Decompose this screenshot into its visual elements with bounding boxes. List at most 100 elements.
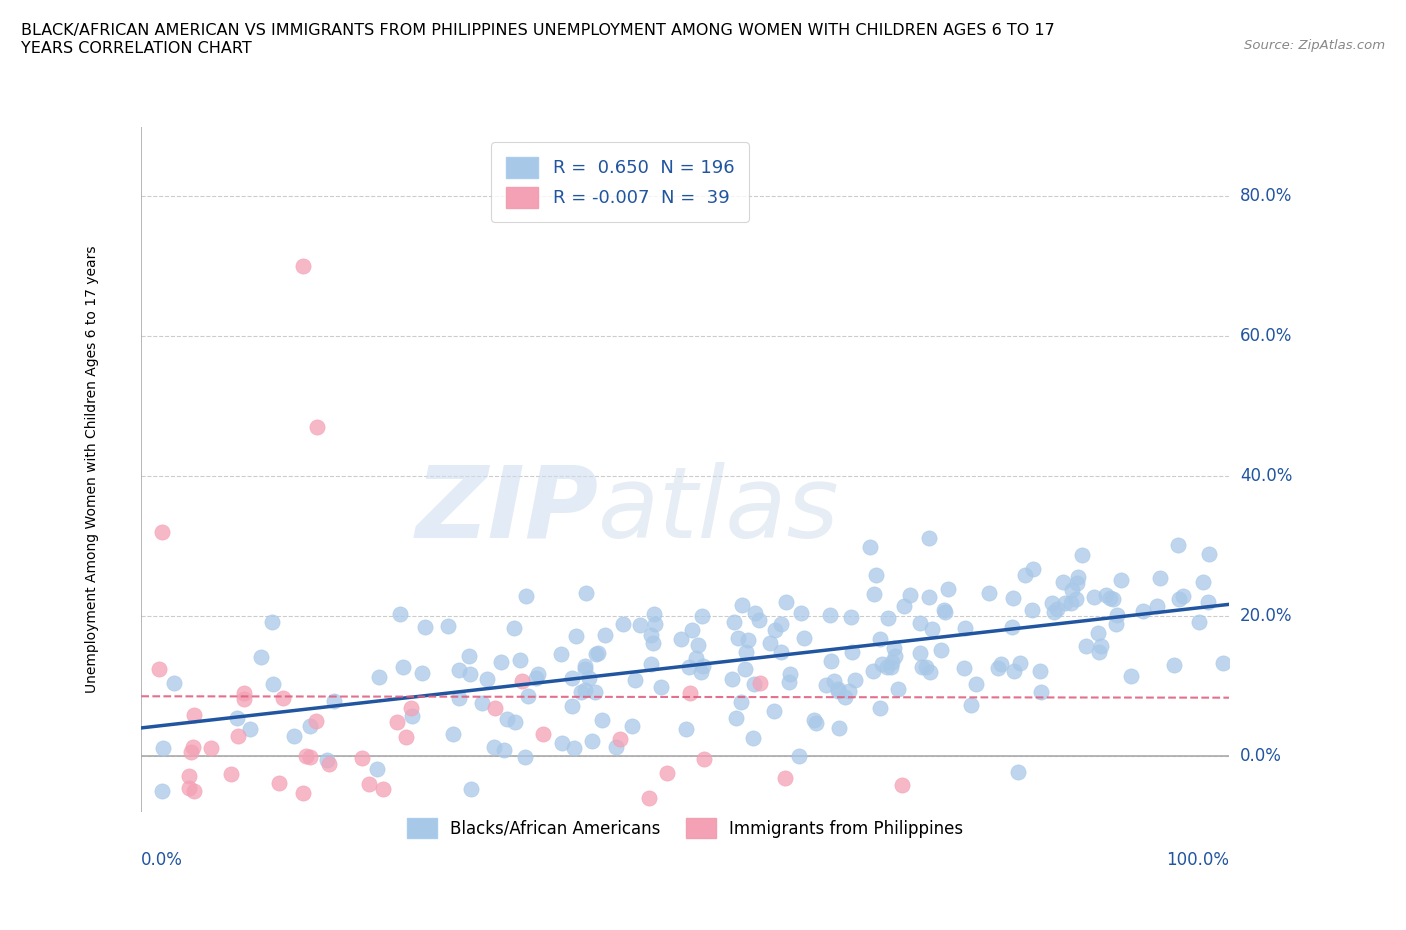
- Point: [305, 419, 328, 434]
- Point: [471, 696, 494, 711]
- Point: [880, 659, 903, 674]
- Text: ZIP: ZIP: [415, 461, 598, 559]
- Point: [304, 714, 326, 729]
- Point: [838, 684, 860, 698]
- Point: [884, 649, 907, 664]
- Point: [575, 586, 598, 601]
- Point: [298, 750, 321, 764]
- Text: 40.0%: 40.0%: [1240, 467, 1292, 485]
- Point: [644, 617, 666, 631]
- Point: [959, 698, 981, 712]
- Point: [721, 671, 744, 686]
- Point: [1076, 638, 1098, 653]
- Point: [571, 684, 593, 699]
- Point: [893, 599, 915, 614]
- Point: [271, 690, 294, 705]
- Point: [477, 672, 499, 687]
- Point: [934, 604, 956, 619]
- Point: [150, 783, 173, 798]
- Point: [820, 653, 842, 668]
- Point: [731, 597, 754, 612]
- Point: [862, 663, 884, 678]
- Point: [762, 704, 785, 719]
- Point: [1109, 573, 1132, 588]
- Point: [489, 655, 512, 670]
- Point: [1197, 595, 1219, 610]
- Point: [953, 620, 976, 635]
- Point: [219, 766, 242, 781]
- Point: [1212, 656, 1234, 671]
- Point: [524, 671, 547, 685]
- Point: [148, 662, 170, 677]
- Point: [624, 672, 647, 687]
- Point: [1014, 567, 1036, 582]
- Point: [550, 736, 572, 751]
- Point: [727, 631, 749, 645]
- Point: [910, 646, 932, 661]
- Point: [952, 661, 974, 676]
- Point: [505, 714, 527, 729]
- Point: [1000, 620, 1022, 635]
- Point: [865, 567, 887, 582]
- Point: [583, 684, 606, 699]
- Text: 0.0%: 0.0%: [1240, 747, 1282, 764]
- Point: [484, 739, 506, 754]
- Point: [226, 728, 249, 743]
- Point: [1021, 603, 1043, 618]
- Point: [872, 657, 894, 671]
- Point: [898, 588, 921, 603]
- Point: [1064, 591, 1087, 606]
- Point: [641, 635, 664, 650]
- Point: [839, 609, 862, 624]
- Point: [612, 617, 634, 631]
- Point: [180, 745, 202, 760]
- Point: [150, 525, 173, 539]
- Point: [675, 722, 697, 737]
- Point: [183, 783, 205, 798]
- Point: [914, 659, 936, 674]
- Point: [458, 648, 481, 663]
- Point: [977, 585, 1000, 600]
- Point: [890, 778, 912, 793]
- Point: [1066, 576, 1088, 591]
- Point: [385, 714, 408, 729]
- Point: [225, 711, 247, 725]
- Point: [1198, 546, 1220, 561]
- Point: [565, 629, 588, 644]
- Point: [990, 656, 1012, 671]
- Point: [936, 581, 959, 596]
- Point: [1008, 655, 1031, 670]
- Point: [1060, 596, 1083, 611]
- Text: 60.0%: 60.0%: [1240, 327, 1292, 345]
- Point: [516, 688, 538, 703]
- Point: [859, 539, 882, 554]
- Point: [682, 622, 704, 637]
- Point: [399, 700, 422, 715]
- Point: [449, 690, 471, 705]
- Point: [803, 713, 825, 728]
- Point: [929, 643, 952, 658]
- Point: [232, 692, 254, 707]
- Point: [366, 762, 388, 777]
- Point: [260, 615, 283, 630]
- Point: [690, 608, 713, 623]
- Point: [322, 694, 344, 709]
- Point: [917, 530, 939, 545]
- Point: [869, 700, 891, 715]
- Point: [578, 671, 600, 685]
- Point: [679, 685, 702, 700]
- Point: [550, 646, 572, 661]
- Point: [628, 618, 651, 632]
- Point: [734, 661, 756, 676]
- Point: [1163, 658, 1185, 672]
- Point: [693, 752, 716, 767]
- Point: [233, 685, 256, 700]
- Point: [1192, 575, 1215, 590]
- Point: [778, 674, 800, 689]
- Point: [436, 619, 458, 634]
- Point: [834, 689, 856, 704]
- Point: [1054, 596, 1077, 611]
- Point: [413, 619, 436, 634]
- Point: [1090, 638, 1112, 653]
- Point: [564, 741, 586, 756]
